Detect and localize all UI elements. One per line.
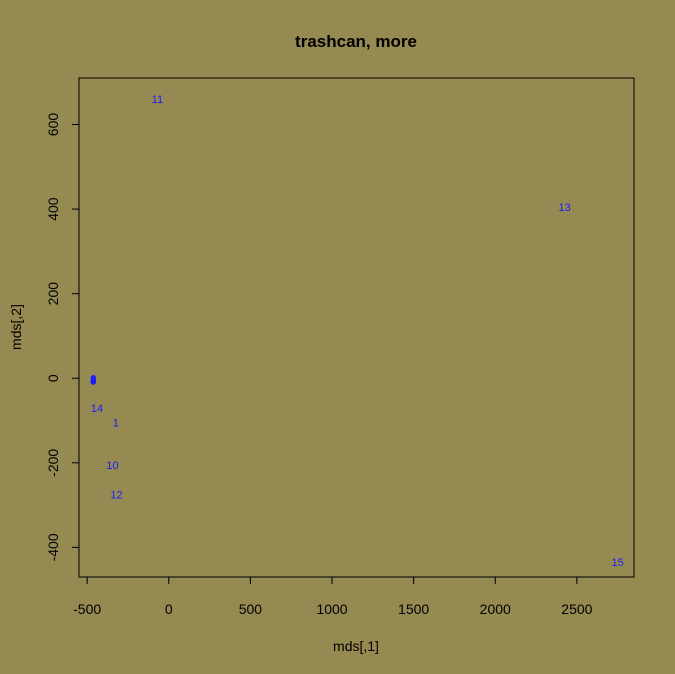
y-tick-label: 200 bbox=[45, 282, 61, 306]
y-axis-label: mds[,2] bbox=[8, 304, 24, 350]
y-tick-label: -200 bbox=[45, 449, 61, 477]
plot-frame bbox=[78, 77, 635, 578]
y-tick-label: -400 bbox=[45, 533, 61, 561]
y-axis: -400 -200 0 200 400 600 bbox=[45, 113, 80, 561]
x-tick-label: 500 bbox=[239, 601, 263, 617]
y-tick-label: 400 bbox=[45, 197, 61, 221]
y-tick-label: 0 bbox=[45, 374, 61, 382]
chart-title: trashcan, more bbox=[295, 32, 417, 51]
point-label: 3 bbox=[90, 375, 96, 387]
point-label: 8 bbox=[90, 375, 96, 387]
x-tick-label: 2500 bbox=[561, 601, 592, 617]
x-tick-label: -500 bbox=[73, 601, 101, 617]
x-axis-label: mds[,1] bbox=[333, 638, 379, 654]
point-label: 10 bbox=[106, 460, 118, 472]
point-label: 14 bbox=[91, 403, 103, 415]
point-label: 15 bbox=[612, 557, 624, 569]
point-label: 5 bbox=[90, 375, 96, 387]
point-label: 9 bbox=[90, 375, 96, 387]
point-label: 11 bbox=[152, 94, 163, 106]
x-tick-label: 1500 bbox=[398, 601, 429, 617]
point-label: 1 bbox=[113, 418, 119, 430]
x-tick-label: 1000 bbox=[316, 601, 347, 617]
point-label: 12 bbox=[110, 490, 122, 502]
point-label: 13 bbox=[559, 202, 571, 214]
y-tick-label: 600 bbox=[45, 113, 61, 137]
x-tick-label: 2000 bbox=[480, 601, 511, 617]
point-label: 6 bbox=[90, 374, 96, 386]
point-label: 4 bbox=[90, 375, 96, 387]
point-label: 7 bbox=[90, 376, 96, 388]
x-tick-label: 0 bbox=[165, 601, 173, 617]
point-label: 2 bbox=[90, 374, 96, 386]
x-axis: -500 0 500 1000 1500 2000 2500 bbox=[73, 576, 593, 617]
